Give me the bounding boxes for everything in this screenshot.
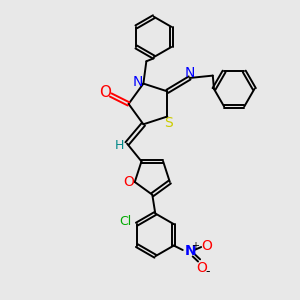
Text: N: N [185, 66, 195, 80]
Text: O: O [196, 261, 208, 275]
Text: S: S [164, 116, 173, 130]
Text: O: O [201, 238, 212, 253]
Text: N: N [133, 75, 143, 89]
Text: H: H [115, 139, 124, 152]
Text: N: N [184, 244, 196, 259]
Text: Cl: Cl [119, 215, 132, 228]
Text: O: O [123, 175, 134, 189]
Text: -: - [206, 265, 210, 278]
Text: O: O [99, 85, 111, 100]
Text: +: + [191, 241, 199, 251]
